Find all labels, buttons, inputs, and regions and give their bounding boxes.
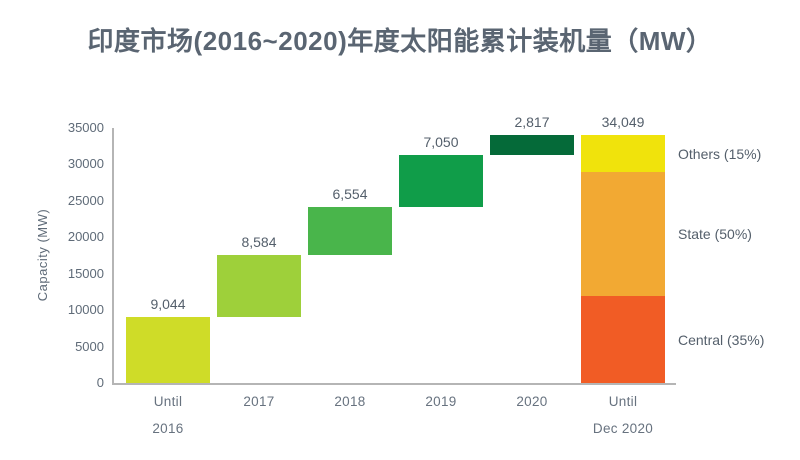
x-tick-label: 2017: [243, 394, 275, 409]
y-tick-label: 5000: [75, 339, 104, 354]
bar-2019: [399, 155, 483, 207]
bar-value-label: 6,554: [332, 186, 368, 202]
x-tick-label: 2018: [334, 394, 366, 409]
bar-segment-central: [581, 296, 665, 383]
x-tick-label: 2016: [152, 421, 184, 436]
y-tick-label: 10000: [67, 302, 104, 317]
bar-2018: [308, 207, 392, 255]
y-tick-label: 30000: [67, 156, 104, 171]
y-tick-label: 15000: [67, 266, 104, 281]
bar-value-label: 7,050: [423, 134, 459, 150]
bar-segment-others: [581, 135, 665, 172]
bar-value-label: 8,584: [241, 234, 277, 250]
bar-value-label: 34,049: [601, 114, 645, 130]
x-axis-line: [112, 383, 676, 385]
bar-2020: [490, 135, 574, 155]
bar-value-label: 2,817: [514, 114, 550, 130]
y-tick-label: 0: [96, 375, 104, 390]
y-tick-label: 35000: [67, 120, 104, 135]
x-tick-label: 2020: [516, 394, 548, 409]
segment-label: State (50%): [678, 226, 752, 242]
x-tick-label: Until: [153, 394, 183, 409]
y-tick-label: 25000: [67, 193, 104, 208]
bar-until-2016: [126, 317, 210, 383]
bar-segment-state: [581, 172, 665, 296]
chart-title: 印度市场(2016~2020)年度太阳能累计装机量（MW）: [87, 26, 713, 56]
y-tick-label: 20000: [67, 229, 104, 244]
bar-value-label: 9,044: [150, 296, 186, 312]
y-axis-line: [112, 128, 114, 385]
bar-2017: [217, 255, 301, 317]
segment-label: Others (15%): [678, 146, 762, 162]
x-tick-label: Until: [608, 394, 638, 409]
x-tick-label: 2019: [425, 394, 457, 409]
x-tick-label: Dec 2020: [592, 421, 654, 436]
segment-label: Central (35%): [678, 332, 765, 348]
